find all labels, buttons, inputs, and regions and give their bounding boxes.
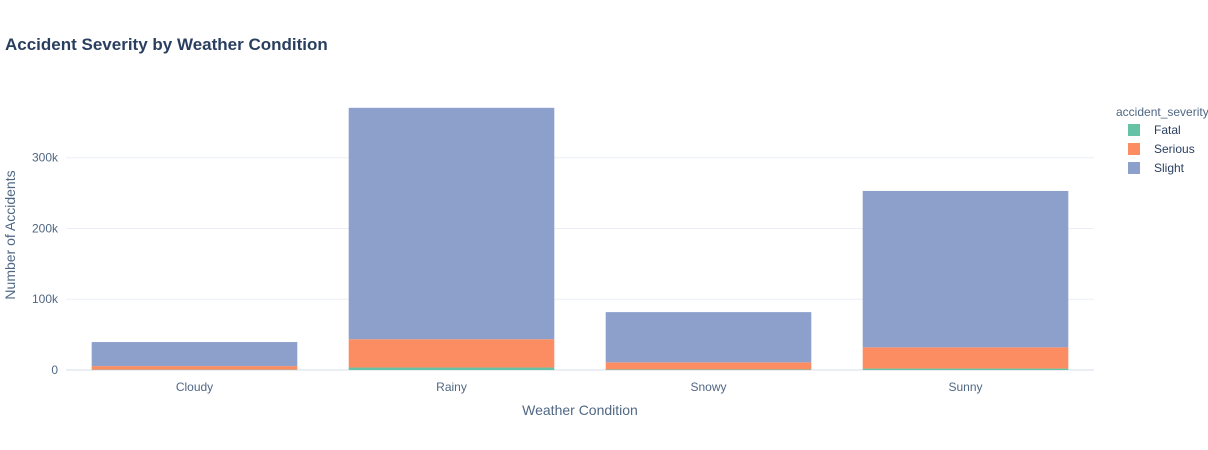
legend-label-fatal: Fatal (1154, 123, 1181, 137)
bar-snowy-slight (605, 312, 812, 363)
y-tick-label: 200k (32, 221, 59, 235)
bar-cloudy-slight (91, 342, 298, 367)
legend-label-slight: Slight (1154, 161, 1185, 175)
bar-snowy-serious (605, 362, 812, 370)
bar-sunny-fatal (862, 368, 1069, 370)
x-tick-label: Snowy (690, 380, 726, 394)
x-axis-title: Weather Condition (522, 402, 638, 418)
x-tick-label: Sunny (948, 380, 982, 394)
bar-rainy-serious (348, 339, 555, 368)
bar-cloudy-serious (91, 366, 298, 370)
bar-sunny-serious (862, 347, 1069, 369)
bar-sunny-slight (862, 190, 1069, 348)
legend-swatch-serious (1128, 143, 1140, 155)
legend-swatch-slight (1128, 162, 1140, 174)
y-tick-label: 100k (32, 292, 59, 306)
y-tick-label: 0 (51, 363, 58, 377)
bar-rainy-fatal (348, 367, 555, 370)
bar-rainy-slight (348, 107, 555, 340)
legend-label-serious: Serious (1154, 142, 1195, 156)
legend-swatch-fatal (1128, 124, 1140, 136)
x-axis-ticks: Cloudy Rainy Snowy Sunny (176, 380, 983, 394)
y-tick-label: 300k (32, 151, 59, 165)
y-axis-ticks: 0 100k 200k 300k (32, 151, 59, 377)
legend: accident_severity Fatal Serious Slight (1116, 105, 1208, 175)
legend-title: accident_severity (1116, 105, 1208, 119)
chart-title: Accident Severity by Weather Condition (5, 35, 328, 54)
bar-snowy-fatal (605, 369, 812, 370)
x-tick-label: Cloudy (176, 380, 213, 394)
y-axis-title: Number of Accidents (2, 170, 18, 299)
bars (91, 107, 1069, 370)
x-tick-label: Rainy (436, 380, 467, 394)
